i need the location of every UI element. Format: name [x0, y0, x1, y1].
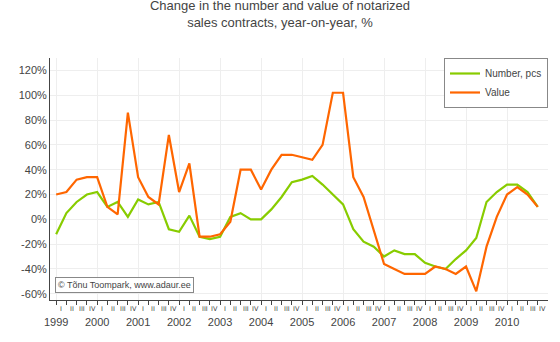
svg-text:I: I: [306, 305, 308, 313]
svg-text:IV: IV: [89, 305, 96, 313]
svg-text:I: I: [470, 305, 472, 313]
svg-text:IV: IV: [539, 305, 546, 313]
svg-text:II: II: [315, 305, 319, 313]
svg-text:2002: 2002: [167, 316, 191, 328]
svg-text:II: II: [70, 305, 74, 313]
svg-text:100%: 100%: [19, 89, 47, 101]
svg-text:IV: IV: [211, 305, 218, 313]
svg-text:II: II: [192, 305, 196, 313]
svg-text:I: I: [388, 305, 390, 313]
svg-text:120%: 120%: [19, 64, 47, 76]
svg-text:IV: IV: [457, 305, 464, 313]
svg-text:II: II: [233, 305, 237, 313]
svg-text:2009: 2009: [454, 316, 478, 328]
svg-text:2001: 2001: [126, 316, 150, 328]
svg-text:40%: 40%: [25, 164, 47, 176]
svg-text:II: II: [356, 305, 360, 313]
svg-text:II: II: [274, 305, 278, 313]
svg-text:2004: 2004: [249, 316, 273, 328]
svg-text:II: II: [111, 305, 115, 313]
svg-text:2006: 2006: [331, 316, 355, 328]
svg-text:II: II: [479, 305, 483, 313]
svg-text:Value: Value: [485, 87, 510, 98]
svg-text:III: III: [161, 305, 167, 313]
svg-text:III: III: [243, 305, 249, 313]
svg-text:IV: IV: [498, 305, 505, 313]
svg-text:2003: 2003: [208, 316, 232, 328]
svg-text:II: II: [438, 305, 442, 313]
svg-text:IV: IV: [170, 305, 177, 313]
svg-text:III: III: [489, 305, 495, 313]
svg-text:III: III: [202, 305, 208, 313]
svg-text:III: III: [407, 305, 413, 313]
svg-text:III: III: [284, 305, 290, 313]
svg-text:I: I: [511, 305, 513, 313]
svg-text:-60%: -60%: [21, 288, 47, 300]
svg-text:I: I: [183, 305, 185, 313]
svg-text:© Tõnu Toompark, www.adaur.ee: © Tõnu Toompark, www.adaur.ee: [58, 280, 191, 290]
svg-text:I: I: [347, 305, 349, 313]
svg-text:II: II: [520, 305, 524, 313]
svg-text:III: III: [325, 305, 331, 313]
svg-text:1999: 1999: [44, 316, 68, 328]
svg-text:III: III: [530, 305, 536, 313]
svg-text:2010: 2010: [495, 316, 519, 328]
svg-text:Change in the number and value: Change in the number and value of notari…: [150, 0, 410, 30]
svg-text:II: II: [151, 305, 155, 313]
svg-text:0%: 0%: [31, 213, 47, 225]
svg-text:2005: 2005: [290, 316, 314, 328]
svg-text:IV: IV: [293, 305, 300, 313]
svg-text:I: I: [101, 305, 103, 313]
svg-text:III: III: [79, 305, 85, 313]
svg-text:2000: 2000: [85, 316, 109, 328]
svg-text:I: I: [142, 305, 144, 313]
svg-text:II: II: [397, 305, 401, 313]
svg-text:I: I: [60, 305, 62, 313]
svg-text:Number, pcs: Number, pcs: [485, 68, 541, 79]
svg-text:IV: IV: [416, 305, 423, 313]
svg-text:20%: 20%: [25, 188, 47, 200]
svg-text:IV: IV: [334, 305, 341, 313]
svg-text:IV: IV: [130, 305, 137, 313]
svg-text:I: I: [224, 305, 226, 313]
svg-text:-40%: -40%: [21, 263, 47, 275]
svg-text:2008: 2008: [413, 316, 437, 328]
svg-text:III: III: [448, 305, 454, 313]
svg-text:IV: IV: [375, 305, 382, 313]
svg-text:2007: 2007: [372, 316, 396, 328]
svg-text:I: I: [265, 305, 267, 313]
svg-text:60%: 60%: [25, 139, 47, 151]
svg-text:-20%: -20%: [21, 238, 47, 250]
svg-text:80%: 80%: [25, 114, 47, 126]
svg-text:IV: IV: [252, 305, 259, 313]
svg-text:I: I: [429, 305, 431, 313]
svg-text:III: III: [120, 305, 126, 313]
svg-text:III: III: [366, 305, 372, 313]
